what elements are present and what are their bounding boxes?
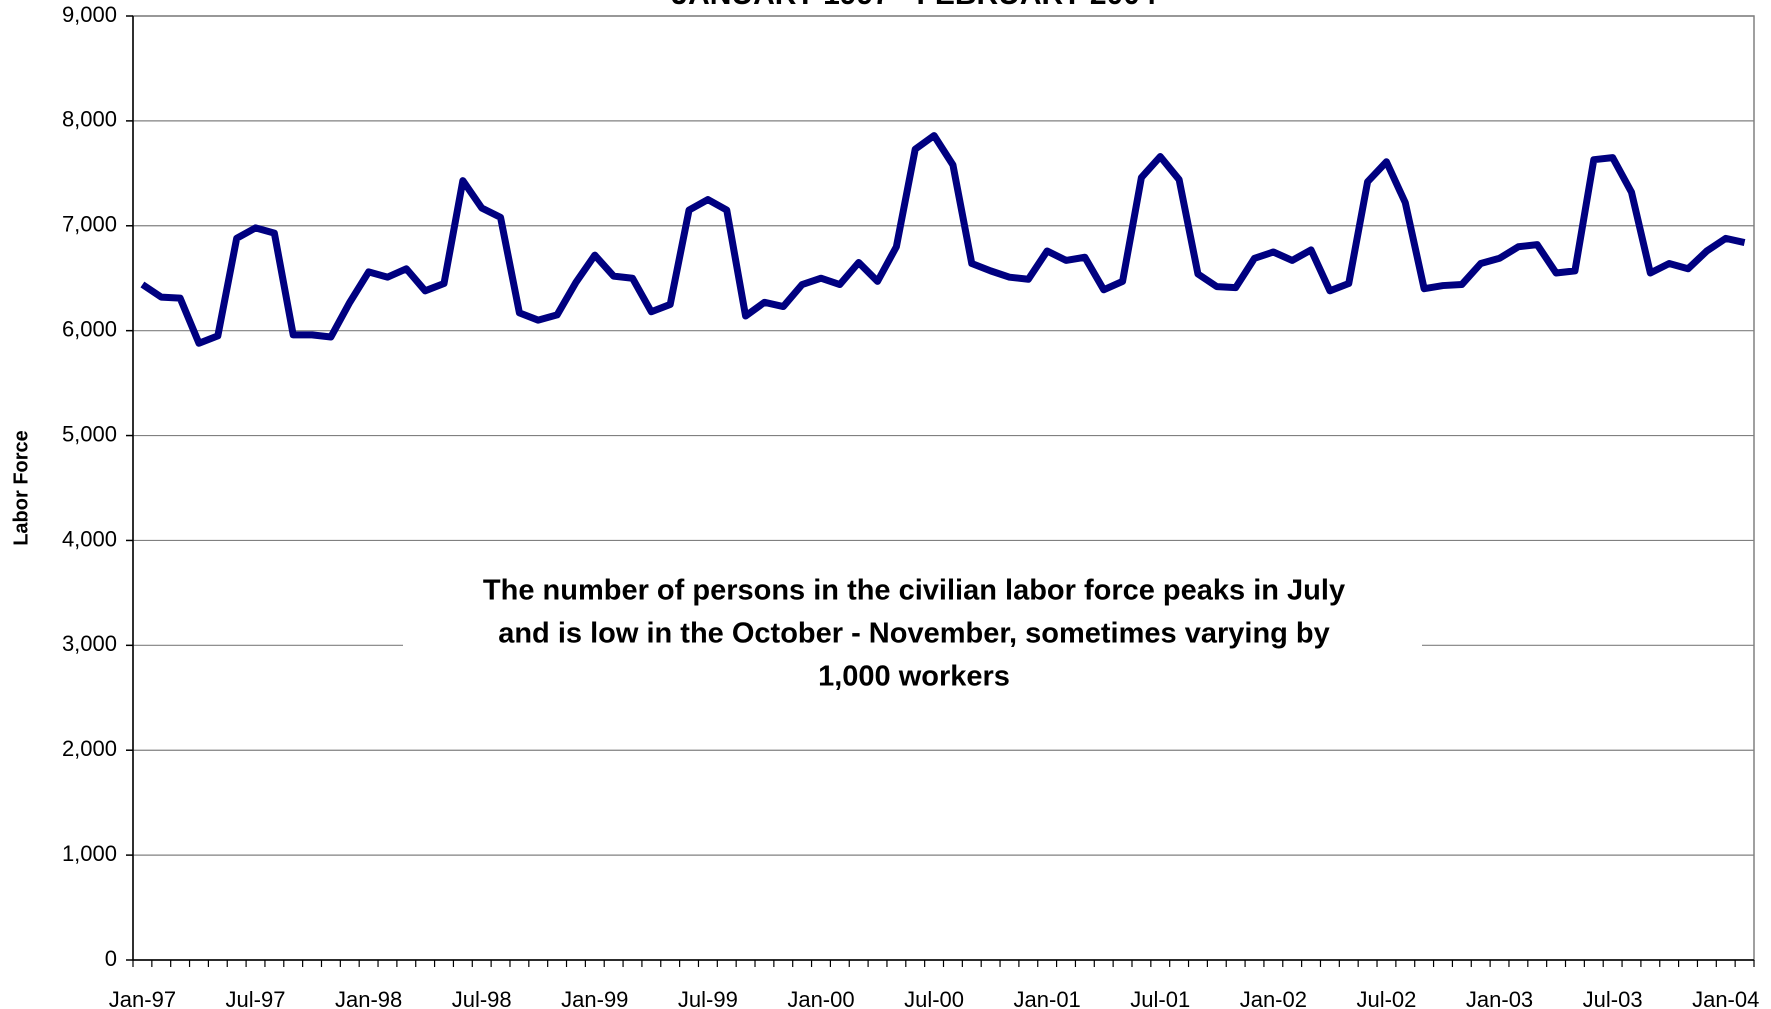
x-tick-label: Jan-00: [787, 987, 854, 1009]
x-tick-label: Jul-00: [904, 987, 964, 1009]
x-tick-label: Jan-98: [335, 987, 402, 1009]
y-tick-label: 6,000: [62, 316, 117, 341]
y-tick-label: 3,000: [62, 631, 117, 656]
plot-area: [132, 15, 1755, 961]
x-tick-label: Jul-98: [452, 987, 512, 1009]
x-tick-label: Jul-99: [678, 987, 738, 1009]
y-tick-label: 0: [105, 946, 117, 971]
y-tick-label: 1,000: [62, 841, 117, 866]
annotation-box: [403, 573, 1422, 698]
y-tick-label: 8,000: [62, 107, 117, 132]
annotation: and is low in the October - November, so…: [498, 618, 1330, 650]
y-tick-label: 9,000: [62, 2, 117, 27]
x-tick-label: Jan-03: [1466, 987, 1533, 1009]
x-tick-label: Jan-97: [109, 987, 176, 1009]
y-tick-label: 5,000: [62, 421, 117, 446]
x-tick-label: Jul-01: [1130, 987, 1190, 1009]
annotation: 1,000 workers: [818, 661, 1010, 693]
y-tick-label: 2,000: [62, 736, 117, 761]
x-tick-label: Jan-99: [561, 987, 628, 1009]
y-axis-label: Labor Force: [10, 430, 32, 546]
chart-title: JANUARY 1997 - FEBRUARY 2004: [671, 0, 1157, 11]
x-tick-label: Jan-02: [1240, 987, 1307, 1009]
x-tick-label: Jan-04: [1692, 987, 1759, 1009]
x-tick-label: Jan-01: [1014, 987, 1081, 1009]
y-tick-label: 7,000: [62, 212, 117, 237]
data-line: [140, 132, 1746, 347]
x-tick-label: Jul-97: [226, 987, 286, 1009]
x-tick-label: Jul-03: [1583, 987, 1643, 1009]
x-tick-label: Jul-02: [1356, 987, 1416, 1009]
annotation: The number of persons in the civilian la…: [483, 575, 1345, 607]
y-tick-label: 4,000: [62, 526, 117, 551]
